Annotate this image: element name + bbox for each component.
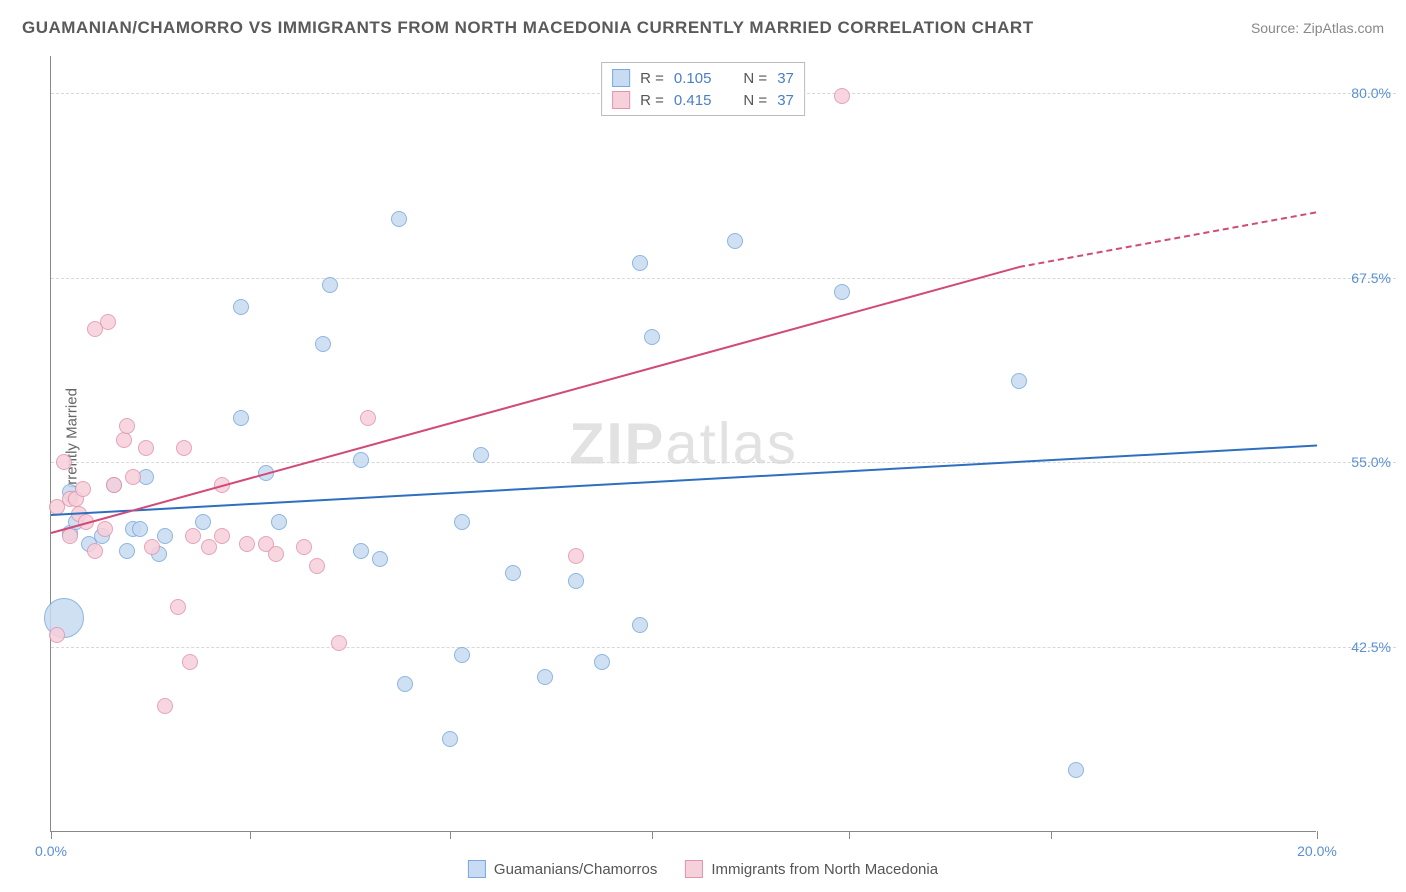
data-point [372, 551, 388, 567]
data-point [176, 440, 192, 456]
data-point [125, 469, 141, 485]
data-point [56, 454, 72, 470]
legend-item: Immigrants from North Macedonia [685, 860, 938, 878]
source-label: Source: ZipAtlas.com [1251, 20, 1384, 36]
data-point [116, 432, 132, 448]
legend-label: Guamanians/Chamorros [494, 861, 657, 878]
data-point [644, 329, 660, 345]
data-point [271, 514, 287, 530]
data-point [119, 543, 135, 559]
legend-item: Guamanians/Chamorros [468, 860, 657, 878]
n-label: N = [743, 70, 767, 87]
legend-swatch [612, 91, 630, 109]
data-point [97, 521, 113, 537]
grid-line [51, 462, 1396, 463]
x-tick [849, 831, 850, 839]
x-tick [250, 831, 251, 839]
legend-swatch [468, 860, 486, 878]
y-tick-label: 42.5% [1351, 639, 1391, 655]
trend-line [51, 266, 1020, 534]
data-point [505, 565, 521, 581]
legend-label: Immigrants from North Macedonia [711, 861, 938, 878]
data-point [49, 627, 65, 643]
data-point [119, 418, 135, 434]
data-point [442, 731, 458, 747]
plot-area: ZIPatlas 42.5%55.0%67.5%80.0%0.0%20.0% [50, 56, 1316, 832]
data-point [144, 539, 160, 555]
data-point [353, 543, 369, 559]
data-point [632, 617, 648, 633]
chart-title: GUAMANIAN/CHAMORRO VS IMMIGRANTS FROM NO… [22, 18, 1034, 38]
y-tick-label: 55.0% [1351, 454, 1391, 470]
data-point [727, 233, 743, 249]
data-point [360, 410, 376, 426]
data-point [568, 548, 584, 564]
data-point [322, 277, 338, 293]
n-value: 37 [777, 70, 794, 87]
data-point [106, 477, 122, 493]
data-point [594, 654, 610, 670]
data-point [473, 447, 489, 463]
data-point [397, 676, 413, 692]
grid-line [51, 647, 1396, 648]
data-point [309, 558, 325, 574]
data-point [454, 647, 470, 663]
stat-legend: R = 0.105 N = 37 R = 0.415 N = 37 [601, 62, 805, 116]
r-value: 0.415 [674, 92, 712, 109]
data-point [268, 546, 284, 562]
data-point [834, 88, 850, 104]
data-point [1011, 373, 1027, 389]
data-point [391, 211, 407, 227]
correlation-chart: GUAMANIAN/CHAMORRO VS IMMIGRANTS FROM NO… [0, 0, 1406, 892]
data-point [296, 539, 312, 555]
data-point [170, 599, 186, 615]
data-point [353, 452, 369, 468]
watermark: ZIPatlas [569, 410, 798, 477]
data-point [100, 314, 116, 330]
stat-legend-row: R = 0.105 N = 37 [612, 67, 794, 89]
x-tick-label: 20.0% [1297, 843, 1337, 859]
n-label: N = [743, 92, 767, 109]
legend-swatch [612, 69, 630, 87]
data-point [214, 528, 230, 544]
r-label: R = [640, 92, 664, 109]
bottom-legend: Guamanians/Chamorros Immigrants from Nort… [468, 860, 938, 878]
data-point [157, 698, 173, 714]
data-point [537, 669, 553, 685]
data-point [233, 299, 249, 315]
y-tick-label: 67.5% [1351, 270, 1391, 286]
data-point [182, 654, 198, 670]
data-point [195, 514, 211, 530]
data-point [75, 481, 91, 497]
data-point [233, 410, 249, 426]
x-tick [1317, 831, 1318, 839]
data-point [239, 536, 255, 552]
y-tick-label: 80.0% [1351, 85, 1391, 101]
stat-legend-row: R = 0.415 N = 37 [612, 89, 794, 111]
x-tick [652, 831, 653, 839]
trend-line [1019, 211, 1317, 268]
data-point [1068, 762, 1084, 778]
data-point [138, 440, 154, 456]
grid-line [51, 278, 1396, 279]
x-tick [51, 831, 52, 839]
data-point [315, 336, 331, 352]
x-tick [1051, 831, 1052, 839]
data-point [454, 514, 470, 530]
x-tick-label: 0.0% [35, 843, 67, 859]
data-point [632, 255, 648, 271]
data-point [62, 528, 78, 544]
data-point [568, 573, 584, 589]
data-point [331, 635, 347, 651]
data-point [87, 543, 103, 559]
data-point [132, 521, 148, 537]
r-label: R = [640, 70, 664, 87]
n-value: 37 [777, 92, 794, 109]
data-point [834, 284, 850, 300]
legend-swatch [685, 860, 703, 878]
r-value: 0.105 [674, 70, 712, 87]
x-tick [450, 831, 451, 839]
data-point [185, 528, 201, 544]
